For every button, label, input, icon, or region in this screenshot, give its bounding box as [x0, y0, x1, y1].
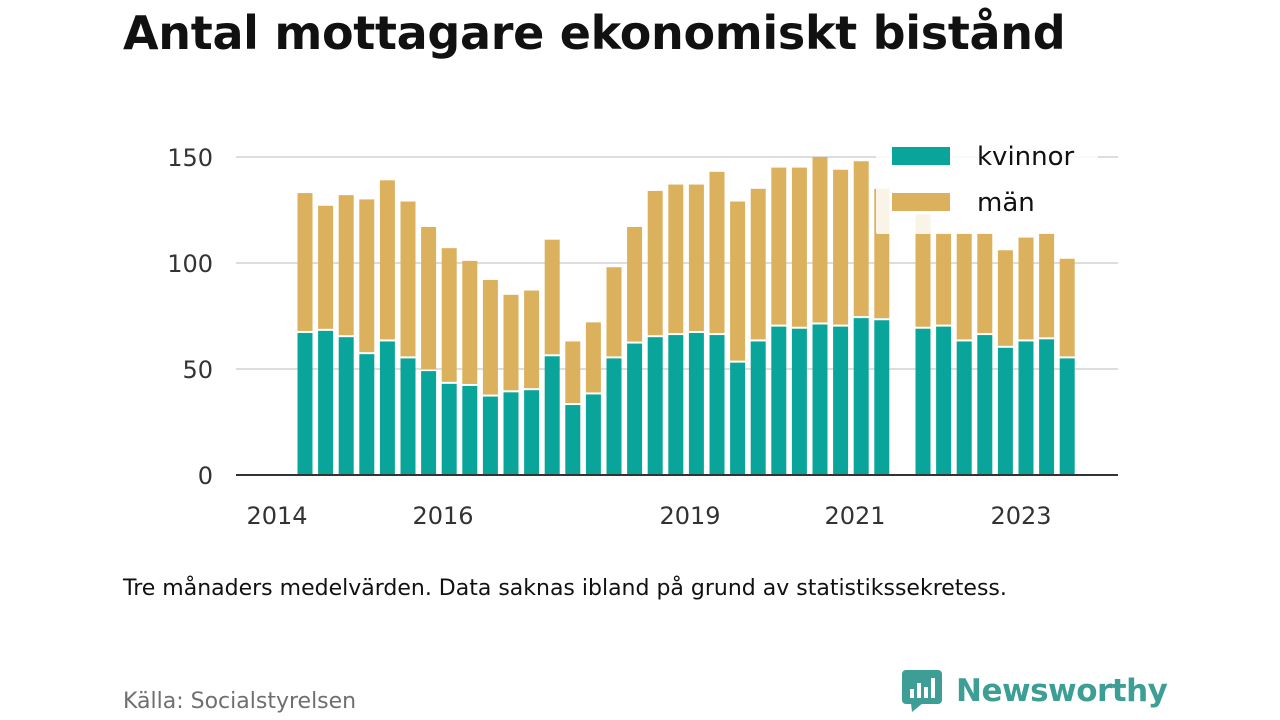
- bar-kvinnor: [400, 358, 416, 475]
- bar-kvinnor: [379, 341, 395, 475]
- bar-kvinnor: [606, 358, 622, 475]
- bar-man: [956, 233, 972, 340]
- bar-kvinnor: [997, 347, 1013, 475]
- bar-man: [627, 226, 643, 342]
- bar-man: [812, 157, 828, 323]
- bar-man: [400, 201, 416, 357]
- bar-kvinnor: [874, 320, 890, 475]
- bar-man: [853, 161, 869, 317]
- bar-man: [482, 279, 498, 395]
- bar-kvinnor: [771, 326, 787, 475]
- bar-kvinnor: [977, 335, 993, 475]
- x-tick-label: 2021: [824, 502, 885, 530]
- bar-kvinnor: [421, 371, 437, 475]
- bar-man: [730, 201, 746, 361]
- bar-kvinnor: [647, 337, 663, 475]
- bar-man: [441, 248, 457, 382]
- bar-kvinnor: [565, 405, 581, 475]
- bar-kvinnor: [1059, 358, 1075, 475]
- bar-man: [379, 180, 395, 340]
- bar-kvinnor: [627, 343, 643, 475]
- bar-man: [1059, 258, 1075, 357]
- bar-kvinnor: [482, 396, 498, 475]
- bar-man: [791, 167, 807, 327]
- chart-title: Antal mottagare ekonomiskt bistånd: [123, 6, 1066, 60]
- bar-man: [771, 167, 787, 325]
- bar-chart-speech-bubble-icon: [902, 670, 942, 712]
- bar-kvinnor: [956, 341, 972, 475]
- bar-kvinnor: [915, 328, 931, 475]
- bar-man: [297, 193, 313, 331]
- bar-man: [997, 250, 1013, 346]
- y-tick-label: 100: [167, 250, 213, 278]
- bar-kvinnor: [1039, 339, 1055, 475]
- bar-man: [833, 169, 849, 325]
- bar-kvinnor: [688, 332, 704, 475]
- legend-swatch-kvinnor: [892, 147, 950, 165]
- bar-kvinnor: [750, 341, 766, 475]
- x-tick-label: 2014: [246, 502, 307, 530]
- bar-man: [750, 188, 766, 340]
- x-tick-label: 2016: [412, 502, 473, 530]
- bar-kvinnor: [853, 318, 869, 475]
- bar-man: [462, 260, 478, 384]
- bar-kvinnor: [544, 356, 560, 475]
- bar-kvinnor: [709, 335, 725, 475]
- bar-kvinnor: [441, 383, 457, 475]
- bar-kvinnor: [668, 335, 684, 475]
- bar-kvinnor: [338, 337, 354, 475]
- legend-label-man: män: [977, 188, 1035, 218]
- y-tick-label: 0: [198, 462, 213, 490]
- bar-man: [1039, 233, 1055, 338]
- bar-kvinnor: [503, 392, 519, 475]
- bar-man: [421, 226, 437, 370]
- newsworthy-logo[interactable]: Newsworthy: [902, 670, 1168, 712]
- chart-caption: Tre månaders medelvärden. Data saknas ib…: [123, 576, 1007, 601]
- bar-man: [359, 199, 375, 353]
- bar-kvinnor: [297, 332, 313, 475]
- bar-man: [503, 294, 519, 391]
- bar-man: [524, 290, 540, 389]
- stacked-bar-chart: 0 50 100 150 2014 2016 2019 2021 2023 kvinnor män: [167, 142, 1118, 530]
- bar-kvinnor: [318, 330, 334, 475]
- legend-label-kvinnor: kvinnor: [977, 142, 1075, 172]
- bar-kvinnor: [524, 390, 540, 475]
- x-tick-label: 2023: [990, 502, 1051, 530]
- bar-kvinnor: [730, 362, 746, 475]
- x-tick-label: 2019: [659, 502, 720, 530]
- bar-kvinnor: [359, 354, 375, 475]
- y-tick-label: 150: [167, 144, 213, 172]
- bar-man: [977, 233, 993, 334]
- bar-man: [318, 205, 334, 329]
- bar-man: [338, 195, 354, 336]
- bar-man: [915, 214, 931, 327]
- source-note: Källa: Socialstyrelsen: [123, 689, 357, 714]
- bar-man: [1018, 237, 1034, 340]
- bar-man: [668, 184, 684, 334]
- bar-kvinnor: [585, 394, 601, 475]
- bar-man: [565, 341, 581, 404]
- bar-man: [709, 171, 725, 334]
- bar-man: [606, 267, 622, 357]
- legend-swatch-man: [892, 193, 950, 211]
- bar-kvinnor: [812, 324, 828, 475]
- bar-man: [936, 233, 952, 325]
- y-tick-label: 50: [182, 356, 213, 384]
- brand-name: Newsworthy: [956, 673, 1168, 709]
- bar-man: [647, 190, 663, 336]
- bar-kvinnor: [791, 328, 807, 475]
- bar-kvinnor: [462, 385, 478, 475]
- bar-man: [688, 184, 704, 331]
- bar-kvinnor: [1018, 341, 1034, 475]
- bar-man: [544, 239, 560, 355]
- bar-kvinnor: [936, 326, 952, 475]
- bar-man: [585, 322, 601, 393]
- bar-kvinnor: [833, 326, 849, 475]
